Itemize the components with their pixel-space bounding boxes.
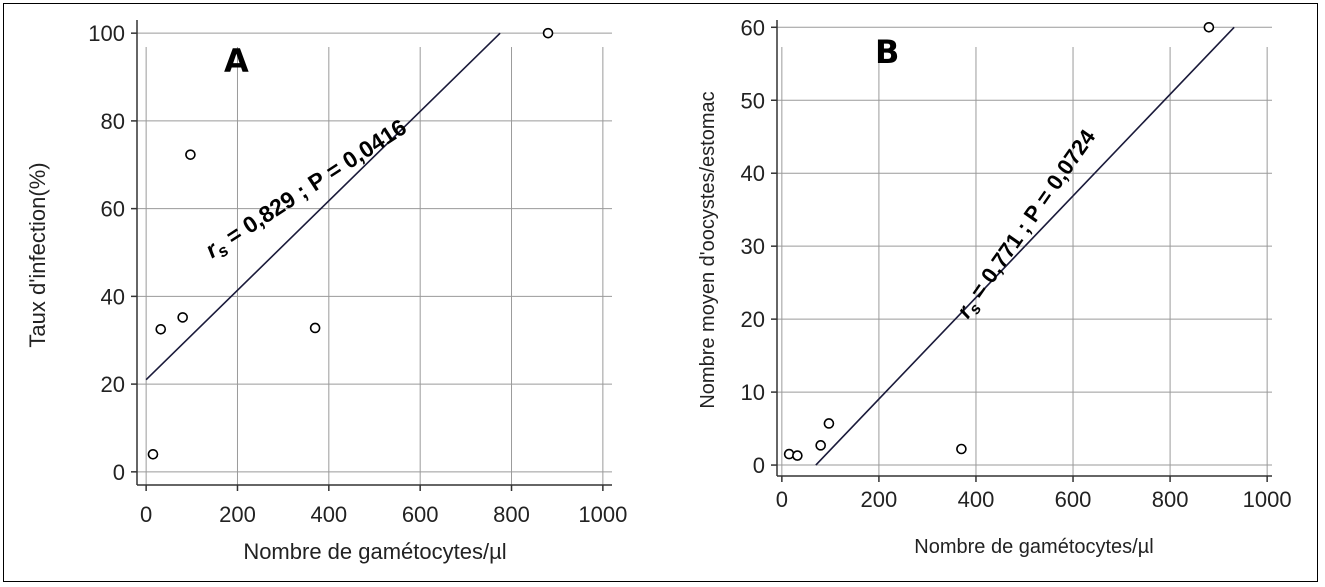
- x-axis-label: Nombre de gamétocytes/µl: [243, 539, 506, 564]
- data-point: [309, 322, 321, 334]
- data-points: [147, 27, 554, 460]
- x-tick-label: 400: [958, 487, 995, 512]
- data-point: [185, 149, 196, 160]
- gridlines: [137, 32, 612, 485]
- x-axis-label: Nombre de gamétocytes/µl: [914, 536, 1153, 558]
- y-tick-label: 100: [88, 21, 125, 46]
- regression-line: [815, 26, 1235, 466]
- x-tick-label: 800: [1152, 487, 1189, 512]
- x-tick-label: 600: [402, 502, 439, 527]
- x-tick-label: 200: [219, 502, 256, 527]
- data-point: [542, 27, 554, 39]
- x-tick-label: 0: [776, 487, 788, 512]
- regression-line: [145, 32, 501, 381]
- y-axis-label: Nombre moyen d'oocystes/estomac: [697, 91, 719, 408]
- annotation-statistics: = 0,771 ; P = 0,0724: [961, 124, 1100, 308]
- data-point: [783, 448, 795, 460]
- y-tick-label: 30: [741, 234, 765, 259]
- data-point: [956, 443, 967, 455]
- data-point: [823, 418, 835, 429]
- data-point: [792, 450, 803, 461]
- y-tick-label: 20: [741, 307, 765, 332]
- x-tick-label: 600: [1055, 487, 1092, 512]
- panel-letter: B: [875, 33, 899, 71]
- y-tick-label: 10: [741, 380, 765, 405]
- data-points: [783, 21, 1215, 461]
- panel-letter: A: [224, 42, 249, 80]
- y-axis-label: Taux d'infection(%): [25, 162, 50, 347]
- y-ticks: 0 10 20 30 40 50 60: [741, 15, 777, 478]
- x-ticks: 0 200 400 600 800 1000: [776, 476, 1292, 512]
- x-tick-label: 800: [493, 502, 530, 527]
- panel-b: 0 200 400 600 800 1000 0 10 20 30 40 50 60 Nombre de …: [697, 15, 1292, 558]
- y-tick-label: 20: [101, 372, 125, 397]
- data-point: [155, 323, 167, 335]
- y-tick-label: 60: [101, 197, 125, 222]
- x-tick-label: 400: [310, 502, 347, 527]
- correlation-annotation: rs = 0,829 ; P = 0,0416: [200, 114, 413, 267]
- y-tick-label: 60: [741, 15, 765, 40]
- correlation-annotation: rs = 0,771 ; P = 0,0724: [951, 124, 1104, 325]
- x-tick-label: 1000: [1243, 487, 1292, 512]
- y-tick-label: 80: [101, 109, 125, 134]
- data-point: [815, 440, 826, 451]
- panel-a: 0 200 400 600 800 1000 0 20 40 60 80 100 Nombre de g…: [25, 20, 627, 564]
- y-tick-label: 40: [101, 284, 125, 309]
- x-ticks: 0 200 400 600 800 1000: [140, 485, 627, 527]
- y-tick-label: 40: [741, 161, 765, 186]
- data-point: [177, 312, 188, 323]
- x-tick-label: 200: [861, 487, 898, 512]
- data-point: [147, 448, 159, 460]
- gridlines: [777, 26, 1272, 476]
- data-point: [1203, 21, 1215, 33]
- x-tick-label: 0: [140, 502, 152, 527]
- y-tick-label: 0: [113, 460, 125, 485]
- y-ticks: 0 20 40 60 80 100: [88, 21, 137, 485]
- y-tick-label: 0: [753, 453, 765, 478]
- y-tick-label: 50: [741, 88, 765, 113]
- x-tick-label: 1000: [578, 502, 627, 527]
- annotation-statistics: = 0,829 ; P = 0,0416: [216, 114, 411, 253]
